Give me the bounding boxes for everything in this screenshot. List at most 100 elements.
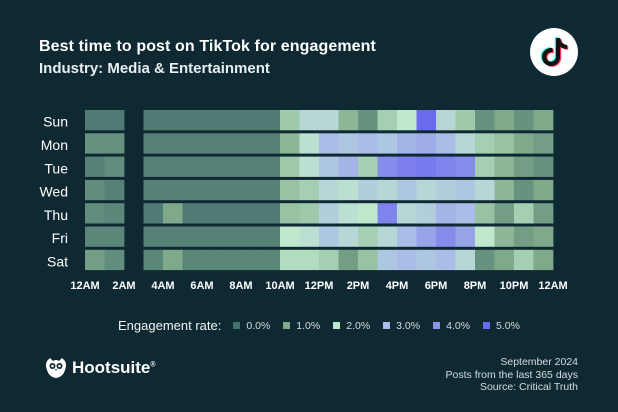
heatmap-cell [416, 203, 437, 224]
heatmap-cell [299, 179, 320, 201]
heatmap-cell [85, 179, 105, 201]
legend-label: 5.0% [496, 319, 520, 332]
heatmap-cell [241, 156, 261, 177]
heatmap-cell [163, 133, 183, 154]
heatmap-cell [475, 249, 495, 271]
legend-item: 5.0% [483, 320, 520, 332]
legend-label: 3.0% [396, 319, 421, 332]
heatmap-cell [533, 156, 554, 177]
heatmap-cell [280, 203, 300, 224]
heatmap-cell [514, 226, 534, 247]
heatmap-cell [260, 156, 281, 177]
legend-swatch [283, 322, 291, 329]
heatmap-cell [143, 249, 164, 271]
heatmap-cell [514, 179, 534, 201]
x-tick-label: 6AM [190, 280, 213, 292]
x-tick-label: 2AM [112, 280, 135, 292]
heatmap-cell [533, 226, 554, 247]
heatmap-cell [221, 203, 242, 224]
heatmap-cell [202, 179, 222, 201]
heatmap-cell [299, 226, 320, 247]
heatmap-cell [241, 249, 261, 271]
heatmap-cell [533, 249, 554, 271]
legend-title: Engagement rate: [118, 318, 222, 333]
legend-item: 1.0% [283, 320, 320, 332]
day-label-mon: Mon [41, 137, 68, 153]
heatmap-cell [280, 249, 300, 271]
heatmap-cell [514, 133, 534, 154]
heatmap-cell [143, 226, 164, 247]
heatmap-cell [241, 179, 261, 201]
legend-item: 3.0% [383, 320, 420, 332]
heatmap-cell [494, 203, 515, 224]
heatmap-cell [85, 133, 105, 154]
heatmap-cell [280, 133, 300, 154]
heatmap-cell [241, 133, 261, 154]
tiktok-logo-icon [530, 28, 578, 76]
heatmap-cell [319, 203, 339, 224]
heatmap-cell [202, 249, 222, 271]
legend-swatch [433, 322, 441, 329]
heatmap-cell [436, 179, 456, 201]
heatmap-cell [377, 226, 398, 247]
owl-icon [46, 358, 66, 378]
heatmap-cell [260, 133, 281, 154]
heatmap-cell [533, 110, 554, 131]
heatmap-cell [182, 156, 203, 177]
heatmap-cell [514, 110, 534, 131]
heatmap-cell [436, 133, 456, 154]
heatmap-cell [455, 110, 476, 131]
legend: Engagement rate: 0.0% 1.0% 2.0% 3.0% 4.0… [118, 318, 533, 333]
heatmap-cell [143, 133, 164, 154]
heatmap-cell [241, 110, 261, 131]
heatmap-cell [436, 110, 456, 131]
heatmap-cell [104, 226, 125, 247]
brand-name: Hootsuite® [72, 358, 156, 377]
day-label-fri: Fri [52, 230, 68, 246]
heatmap-cell [514, 203, 534, 224]
heatmap-cell [182, 110, 203, 131]
heatmap-cell [163, 179, 183, 201]
heatmap-cell [377, 156, 398, 177]
x-tick-label: 10AM [265, 280, 294, 292]
heatmap-cell [475, 226, 495, 247]
legend-label: 4.0% [446, 319, 471, 332]
heatmap-cell [202, 226, 222, 247]
heatmap-cell [416, 156, 437, 177]
heatmap-cell [319, 133, 339, 154]
heatmap-cell [260, 249, 281, 271]
heatmap-cell [319, 226, 339, 247]
heatmap-cell [280, 156, 300, 177]
heatmap-cell [104, 156, 125, 177]
heatmap-cell [377, 203, 398, 224]
heatmap-cell [143, 203, 164, 224]
heatmap-cell [377, 110, 398, 131]
legend-swatch [333, 322, 341, 329]
heatmap-cell [377, 249, 398, 271]
heatmap-cell [338, 226, 359, 247]
heatmap-cell [221, 110, 242, 131]
x-tick-label: 12AM [70, 280, 99, 292]
chart-subtitle: Industry: Media & Entertainment [39, 60, 270, 77]
heatmap-cell [416, 249, 437, 271]
heatmap-cell [455, 203, 476, 224]
heatmap-cell [182, 179, 203, 201]
heatmap-cell [241, 203, 261, 224]
heatmap-cell [358, 249, 378, 271]
heatmap-cell [533, 133, 554, 154]
heatmap-cell [182, 249, 203, 271]
heatmap-cell [358, 133, 378, 154]
day-label-sun: Sun [43, 114, 68, 130]
heatmap-cell [163, 226, 183, 247]
heatmap-cell [533, 203, 554, 224]
heatmap-cell [436, 226, 456, 247]
heatmap-cell [104, 203, 125, 224]
heatmap-cell [85, 203, 105, 224]
x-tick-label: 10PM [500, 280, 529, 292]
x-tick-label: 2PM [347, 280, 370, 292]
heatmap-cell [202, 110, 222, 131]
heatmap-cell [319, 179, 339, 201]
heatmap-cell [455, 179, 476, 201]
heatmap-cell [358, 156, 378, 177]
